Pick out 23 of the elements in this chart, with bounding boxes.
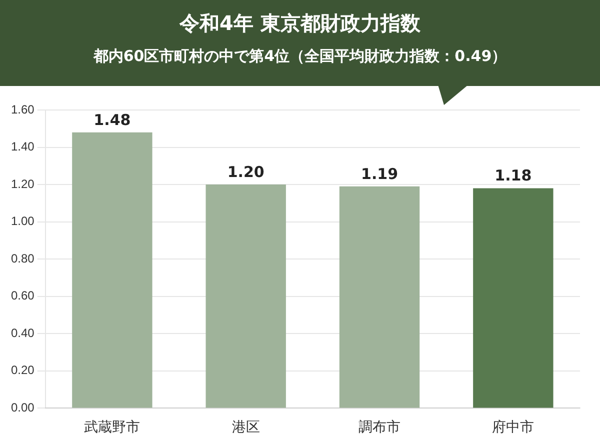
x-tick-label: 港区 [232, 418, 260, 434]
y-tick-label: 0.00 [10, 400, 35, 415]
chart-title: 令和4年 東京都財政力指数 [178, 10, 422, 37]
bar [72, 132, 152, 408]
data-label: 1.19 [361, 164, 398, 183]
y-tick-label: 1.00 [10, 214, 35, 228]
data-label: 1.20 [227, 162, 264, 181]
y-tick-label: 1.20 [10, 176, 35, 191]
y-tick-label: 0.80 [10, 251, 35, 266]
y-tick-label: 0.40 [10, 326, 35, 340]
x-tick-label: 武蔵野市 [84, 418, 140, 434]
y-tick-label: 0.20 [10, 363, 35, 378]
data-label: 1.48 [94, 110, 131, 129]
chart-subtitle: 都内60区市町村の中で第4位（全国平均財政力指数：0.49） [92, 47, 508, 66]
y-tick-label: 1.40 [10, 140, 35, 154]
bar [473, 188, 554, 408]
x-tick-label: 府中市 [492, 418, 534, 434]
bar [339, 186, 420, 408]
y-tick-label: 0.60 [10, 288, 35, 303]
x-tick-label: 調布市 [358, 418, 401, 434]
bar [206, 184, 286, 408]
data-label: 1.18 [494, 166, 532, 185]
y-tick-label: 1.60 [10, 102, 35, 116]
